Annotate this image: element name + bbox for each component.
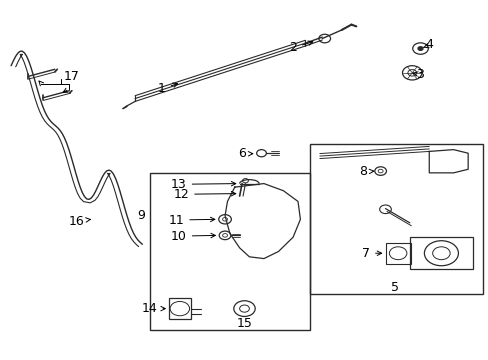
Text: 7: 7 bbox=[361, 247, 381, 260]
Text: 11: 11 bbox=[168, 213, 214, 226]
Text: 9: 9 bbox=[137, 209, 145, 222]
Text: 10: 10 bbox=[171, 230, 215, 243]
Text: 14: 14 bbox=[142, 302, 165, 315]
Text: 13: 13 bbox=[171, 178, 235, 191]
Text: 15: 15 bbox=[236, 317, 252, 330]
Bar bbox=[309, 144, 482, 294]
Bar bbox=[409, 237, 472, 269]
Text: 4: 4 bbox=[425, 39, 432, 51]
Text: 1: 1 bbox=[158, 82, 177, 95]
Text: 16: 16 bbox=[69, 215, 90, 228]
Bar bbox=[169, 298, 191, 319]
Text: 3: 3 bbox=[412, 68, 424, 81]
Text: 17: 17 bbox=[64, 70, 80, 83]
Text: 8: 8 bbox=[359, 165, 373, 178]
Text: 2: 2 bbox=[288, 41, 312, 54]
Text: 5: 5 bbox=[390, 281, 398, 294]
Bar bbox=[149, 173, 309, 330]
Circle shape bbox=[417, 47, 422, 50]
Text: 6: 6 bbox=[238, 148, 252, 161]
Bar bbox=[385, 243, 410, 264]
Text: 12: 12 bbox=[173, 188, 235, 201]
